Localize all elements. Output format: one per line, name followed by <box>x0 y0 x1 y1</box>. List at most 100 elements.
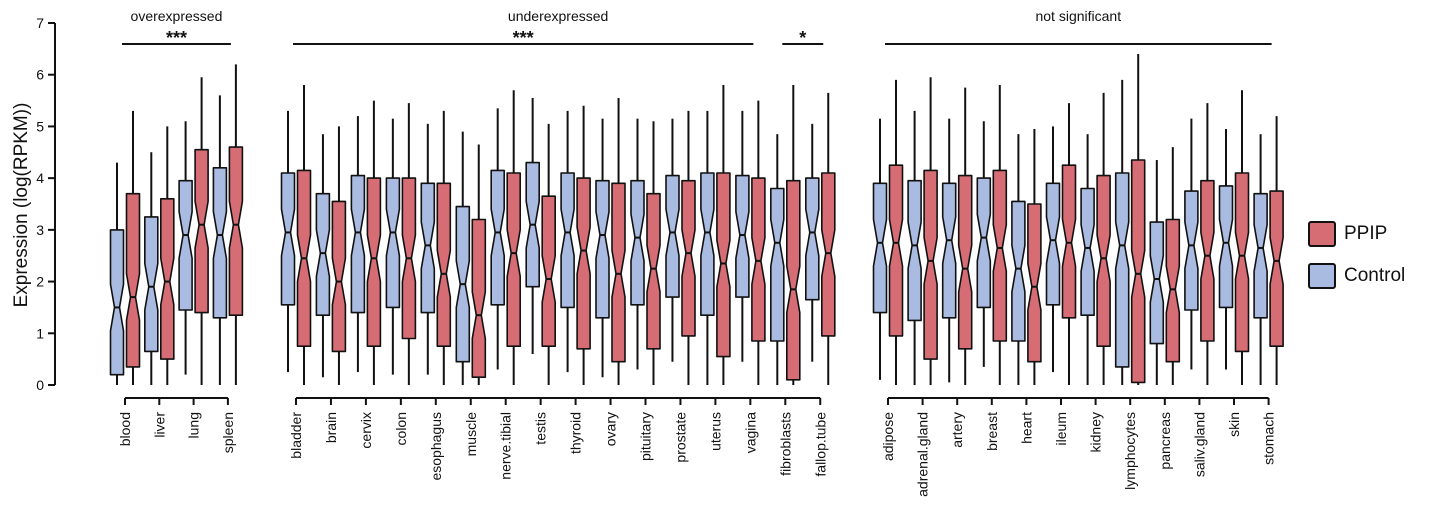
box-control-stomach <box>1253 134 1268 385</box>
boxes <box>109 54 1284 385</box>
box-control-muscle <box>455 131 471 385</box>
box-ppip-liver <box>160 126 175 385</box>
box-control-ileum <box>1045 126 1061 373</box>
box <box>109 229 125 376</box>
x-tick-label-saliv.gland: saliv.gland <box>1191 412 1207 477</box>
legend: PPIP Control <box>1308 218 1423 302</box>
box-control-breast <box>976 121 992 367</box>
box-ppip-skin <box>1234 90 1250 385</box>
box-ppip-muscle <box>471 144 487 385</box>
box <box>907 179 922 322</box>
box-ppip-ovary <box>611 97 626 385</box>
x-tick-label-bladder: bladder <box>288 412 304 459</box>
box-ppip-breast <box>992 85 1008 385</box>
box <box>1165 218 1181 363</box>
x-tick-label-esophagus: esophagus <box>428 412 444 481</box>
box <box>1218 185 1234 309</box>
box <box>1027 203 1042 363</box>
box-ppip-blood <box>125 110 141 385</box>
x-tick-label-breast: breast <box>984 412 1000 451</box>
box <box>1114 172 1130 368</box>
x-tick-label-testis: testis <box>533 412 549 445</box>
box-ppip-cervix <box>366 100 382 385</box>
box <box>595 179 610 319</box>
x-tick-label-cervix: cervix <box>358 412 374 449</box>
box <box>178 179 193 311</box>
box <box>735 174 750 298</box>
box-ppip-esophagus <box>436 110 452 385</box>
box <box>923 169 938 360</box>
box <box>280 172 296 306</box>
box <box>646 192 661 350</box>
box <box>471 218 487 379</box>
box <box>1130 159 1146 384</box>
x-tick-label-muscle: muscle <box>463 412 479 457</box>
box-ppip-vagina <box>751 100 766 385</box>
box <box>194 148 209 314</box>
box-ppip-fibroblasts <box>785 85 801 385</box>
box-ppip-bladder <box>296 85 312 385</box>
box <box>506 172 522 348</box>
x-tick-label-uterus: uterus <box>707 412 723 451</box>
box <box>1184 190 1199 311</box>
box-control-saliv.gland <box>1184 118 1199 370</box>
box <box>804 177 820 301</box>
box <box>1200 179 1215 342</box>
box-ppip-artery <box>957 87 973 385</box>
x-tick-label-ileum: ileum <box>1053 412 1069 445</box>
significance-stars-underexpressed: *** <box>513 28 534 48</box>
y-tick-label: 1 <box>36 325 44 341</box>
box-control-skin <box>1218 129 1234 370</box>
box-control-blood <box>109 162 125 385</box>
legend-item-control: Control <box>1308 260 1423 292</box>
x-tick-label-blood: blood <box>117 412 133 446</box>
box-control-vagina <box>735 110 750 362</box>
x-tick-label-heart: heart <box>1018 412 1034 444</box>
box-ppip-spleen <box>228 64 244 385</box>
box <box>1096 174 1111 348</box>
box-ppip-lung <box>194 77 209 385</box>
box <box>1253 192 1268 319</box>
box <box>490 169 506 306</box>
significance-stars-overexpressed: *** <box>166 28 187 48</box>
box-ppip-pancreas <box>1165 147 1181 385</box>
box-ppip-uterus <box>716 85 731 385</box>
box-control-bladder <box>280 110 296 373</box>
box-control-nerve.tibial <box>490 108 506 370</box>
box <box>1149 221 1165 345</box>
x-tick-label-pituitary: pituitary <box>638 412 654 461</box>
box <box>560 172 575 309</box>
group-label-overexpressed: overexpressed <box>131 8 223 24</box>
box-control-fallop.tube <box>804 123 820 362</box>
box <box>785 179 801 381</box>
y-tick-label: 5 <box>36 118 44 134</box>
box-ppip-prostate <box>681 110 696 385</box>
box <box>125 192 141 368</box>
x-tick-label-adrenal.gland: adrenal.gland <box>915 412 931 497</box>
significance-stars-underexpressed: * <box>799 28 806 48</box>
box-control-fibroblasts <box>769 134 785 385</box>
box <box>872 182 888 314</box>
x-tick-label-adipose: adipose <box>880 412 896 461</box>
x-tick-label-colon: colon <box>393 412 409 445</box>
box-ppip-pituitary <box>646 121 661 385</box>
box-control-pancreas <box>1149 160 1165 385</box>
legend-label-control: Control <box>1344 265 1406 286</box>
y-axis: 0 1 2 3 4 5 6 7 <box>36 15 56 393</box>
x-tick-label-lymphocytes: lymphocytes <box>1122 412 1138 490</box>
x-tick-label-lung: lung <box>186 412 202 438</box>
box <box>611 182 626 363</box>
box-ppip-adipose <box>888 79 904 385</box>
x-tick-label-thyroid: thyroid <box>568 412 584 454</box>
box <box>751 177 766 342</box>
box-ppip-adrenal.gland <box>923 77 938 385</box>
box <box>436 182 452 348</box>
box-control-liver <box>144 152 159 385</box>
box-control-esophagus <box>420 123 436 375</box>
x-tick-label-ovary: ovary <box>603 412 619 446</box>
box <box>212 167 228 319</box>
y-axis-label: Expression (log(RPKM)) <box>11 103 32 308</box>
box <box>1080 187 1095 317</box>
x-tick-label-brain: brain <box>323 412 339 443</box>
y-tick-label: 0 <box>36 377 44 393</box>
